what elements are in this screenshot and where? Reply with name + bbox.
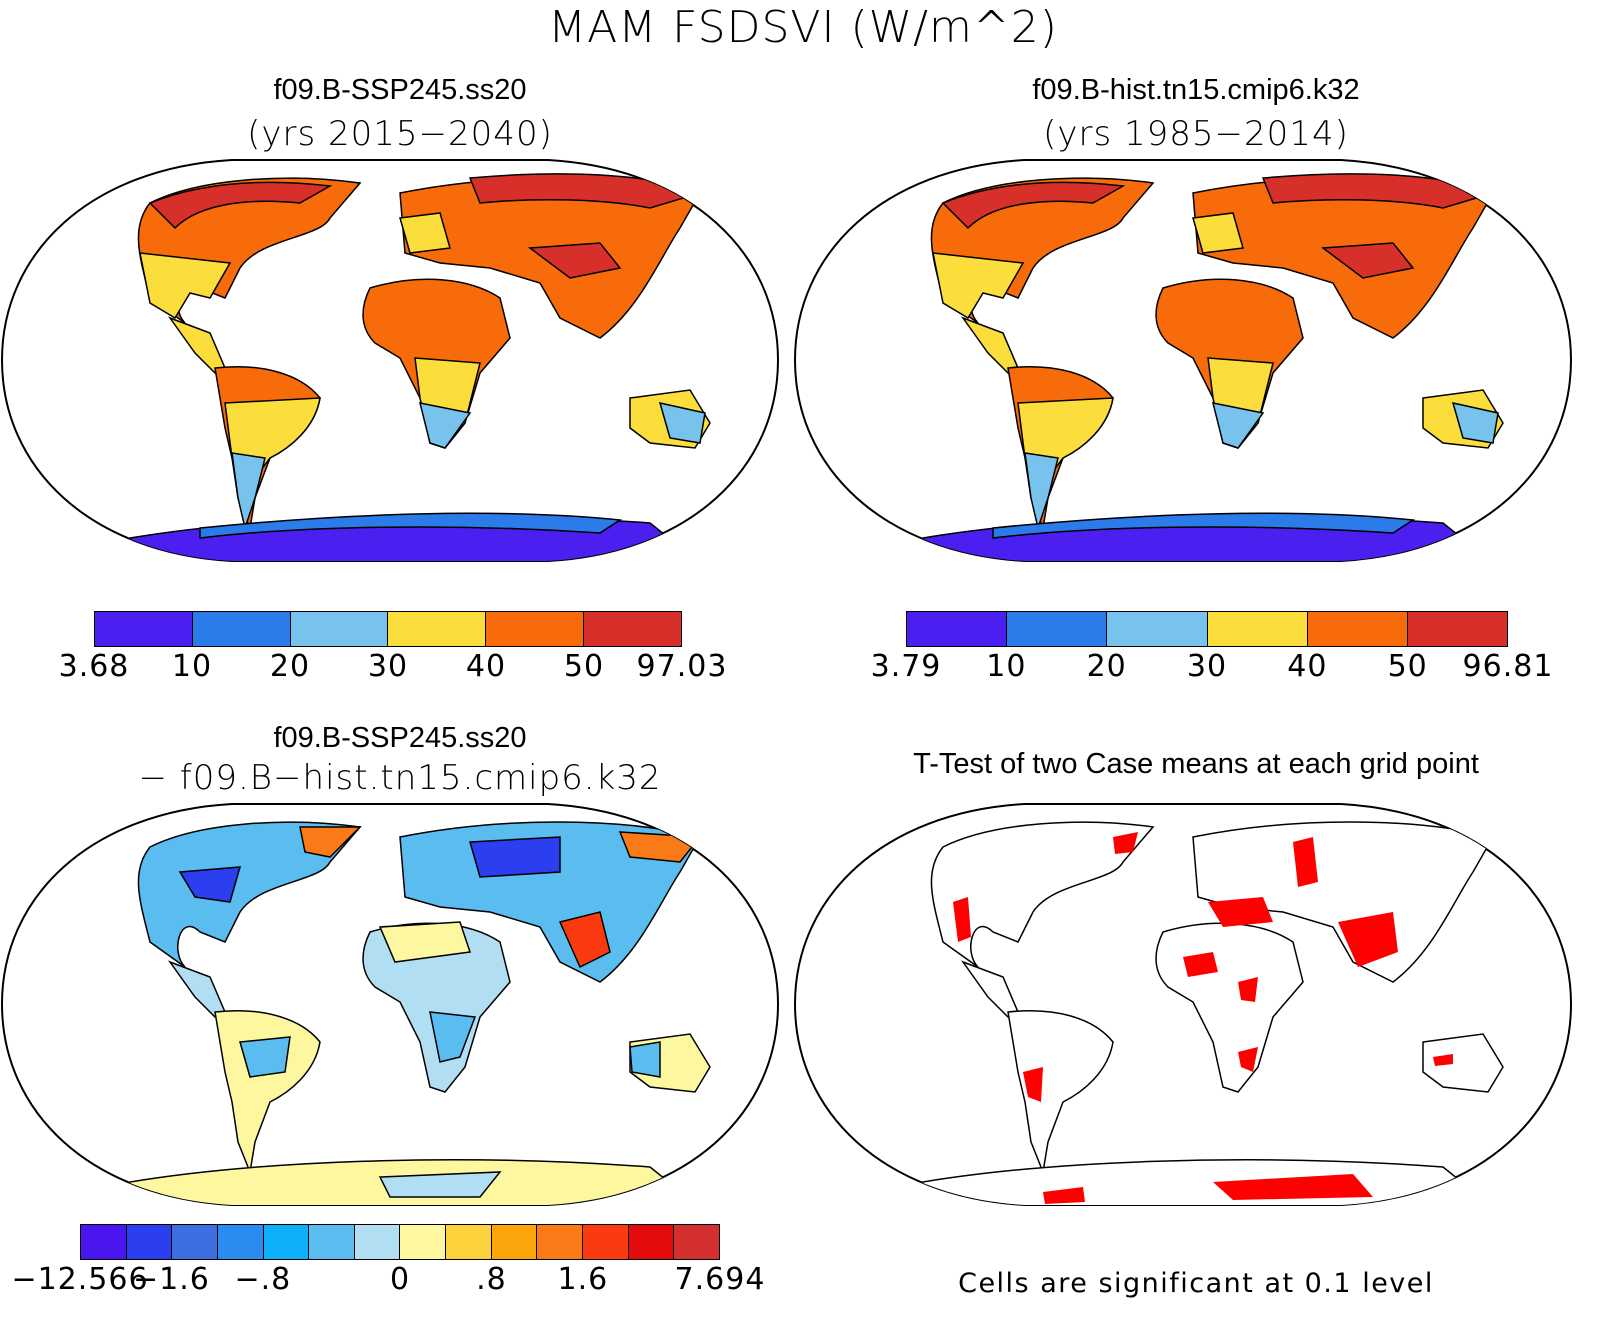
- colorbar-tick-label: 30: [367, 649, 409, 684]
- colorbar-segment: [584, 612, 681, 646]
- panel-title-top-right: f09.B-hist.tn15.cmip6.k32: [1032, 74, 1360, 106]
- colorbar-tick-label: 40: [1287, 649, 1328, 684]
- colorbar-bottom-left: [80, 1224, 720, 1260]
- colorbar-segment: [290, 612, 389, 646]
- colorbar-tick-label: 10: [171, 649, 213, 684]
- colorbar-segment: [354, 1225, 401, 1259]
- colorbar-segment: [491, 1225, 538, 1259]
- colorbar-segment: [263, 1225, 310, 1259]
- colorbar-tick-label: 3.68: [58, 649, 130, 684]
- colorbar-segment: [486, 612, 585, 646]
- colorbar-tick-label: −.8: [234, 1262, 292, 1297]
- colorbar-segment: [1407, 612, 1508, 646]
- colorbar-tick-label: 3.79: [870, 649, 942, 684]
- colorbar-segment: [1307, 612, 1408, 646]
- colorbar-tick-label: 97.03: [636, 649, 728, 684]
- panel-subtitle-top-left: (yrs 2015−2040): [247, 114, 553, 154]
- panel-title-top-left: f09.B-SSP245.ss20: [273, 74, 527, 106]
- colorbar-segment: [192, 612, 291, 646]
- colorbar-segment: [1207, 612, 1308, 646]
- colorbar-segment: [126, 1225, 173, 1259]
- map-top-right: [793, 158, 1573, 563]
- colorbar-tick-label: −1.6: [132, 1262, 210, 1297]
- colorbar-tick-label: 20: [1086, 649, 1127, 684]
- colorbar-tick-label: 10: [986, 649, 1027, 684]
- colorbar-tick-label: 0: [389, 1262, 411, 1297]
- panel-subtitle-top-right: (yrs 1985−2014): [1043, 114, 1349, 154]
- colorbar-top-right: [906, 611, 1508, 647]
- colorbar-top-left: [94, 611, 682, 647]
- colorbar-tick-label: 1.6: [557, 1262, 609, 1297]
- figure-title: MAM FSDSVI (W/m^2): [548, 2, 1058, 53]
- map-bottom-right: [793, 802, 1573, 1207]
- colorbar-tick-label: −12.566: [11, 1262, 149, 1297]
- colorbar-tick-label: 96.81: [1462, 649, 1554, 684]
- colorbar-segment: [81, 1225, 127, 1259]
- colorbar-segment: [446, 1225, 492, 1259]
- colorbar-tick-label: 50: [563, 649, 605, 684]
- colorbar-segment: [172, 1225, 218, 1259]
- colorbar-tick-label: .8: [476, 1262, 507, 1297]
- colorbar-segment: [674, 1225, 719, 1259]
- panel-title-bottom-right: T-Test of two Case means at each grid po…: [913, 748, 1479, 780]
- significance-note: Cells are significant at 0.1 level: [958, 1268, 1434, 1299]
- colorbar-segment: [1107, 612, 1208, 646]
- colorbar-segment: [1007, 612, 1108, 646]
- panel-subtitle-bottom-left: − f09.B−hist.tn15.cmip6.k32: [138, 758, 662, 798]
- colorbar-segment: [309, 1225, 355, 1259]
- significance-cells: [953, 832, 1453, 1204]
- colorbar-segment: [537, 1225, 584, 1259]
- map-bottom-left: [0, 802, 780, 1207]
- colorbar-tick-label: 30: [1186, 649, 1228, 684]
- colorbar-segment: [95, 612, 193, 646]
- colorbar-tick-label: 7.694: [674, 1262, 766, 1297]
- colorbar-segment: [583, 1225, 629, 1259]
- colorbar-tick-label: 50: [1387, 649, 1428, 684]
- colorbar-segment: [217, 1225, 264, 1259]
- colorbar-segment: [907, 612, 1008, 646]
- colorbar-tick-label: 40: [465, 649, 507, 684]
- panel-title-bottom-left: f09.B-SSP245.ss20: [273, 722, 527, 754]
- colorbar-segment: [388, 612, 487, 646]
- map-top-left: [0, 158, 780, 563]
- colorbar-segment: [400, 1225, 447, 1259]
- colorbar-segment: [628, 1225, 675, 1259]
- colorbar-tick-label: 20: [269, 649, 311, 684]
